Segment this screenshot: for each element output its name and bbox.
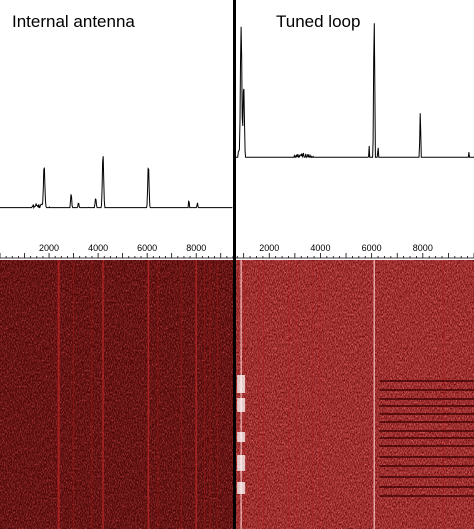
waterfall-band (379, 398, 474, 400)
waterfall-burst (237, 375, 246, 393)
x-tick-label: 4000 (310, 243, 330, 253)
plot-background (236, 0, 474, 260)
waterfall-noise (236, 260, 474, 529)
x-tick-label: 6000 (362, 243, 382, 253)
waterfall-band (379, 430, 474, 432)
waterfall-band (379, 437, 474, 439)
waterfall-band (379, 405, 474, 407)
x-tick-label: 2000 (259, 243, 279, 253)
waterfall-band (379, 456, 474, 458)
x-tick-label: 2000 (39, 243, 59, 253)
waterfall-burst (237, 482, 246, 494)
spectrum-line (236, 23, 474, 159)
waterfall (236, 260, 474, 529)
tuned-loop-panel: Tuned loop 2000 4000 6000 8000 (236, 0, 474, 529)
chart-title: Internal antenna (12, 12, 135, 31)
waterfall-band (379, 486, 474, 488)
waterfall-band (379, 465, 474, 467)
waterfall-burst (237, 398, 246, 412)
waterfall-band (379, 380, 474, 382)
spectrum-line (0, 156, 233, 209)
waterfall-burst (237, 432, 246, 442)
waterfall-noise (0, 260, 233, 529)
waterfall-band (379, 476, 474, 478)
panel-divider (233, 0, 236, 529)
x-tick-label: 8000 (413, 243, 433, 253)
waterfall-band (379, 445, 474, 447)
waterfall-band (379, 413, 474, 415)
waterfall (0, 260, 233, 529)
x-tick-label: 6000 (137, 243, 157, 253)
waterfall-band (379, 495, 474, 497)
x-tick-label: 8000 (186, 243, 206, 253)
chart-title: Tuned loop (276, 12, 360, 31)
x-tick-label: 4000 (88, 243, 108, 253)
waterfall-burst (237, 455, 246, 471)
waterfall-band (379, 421, 474, 423)
waterfall-band (379, 389, 474, 391)
plot-background (0, 0, 233, 260)
internal-antenna-panel: Internal antenna 2000 4000 6000 8000 (0, 0, 234, 529)
